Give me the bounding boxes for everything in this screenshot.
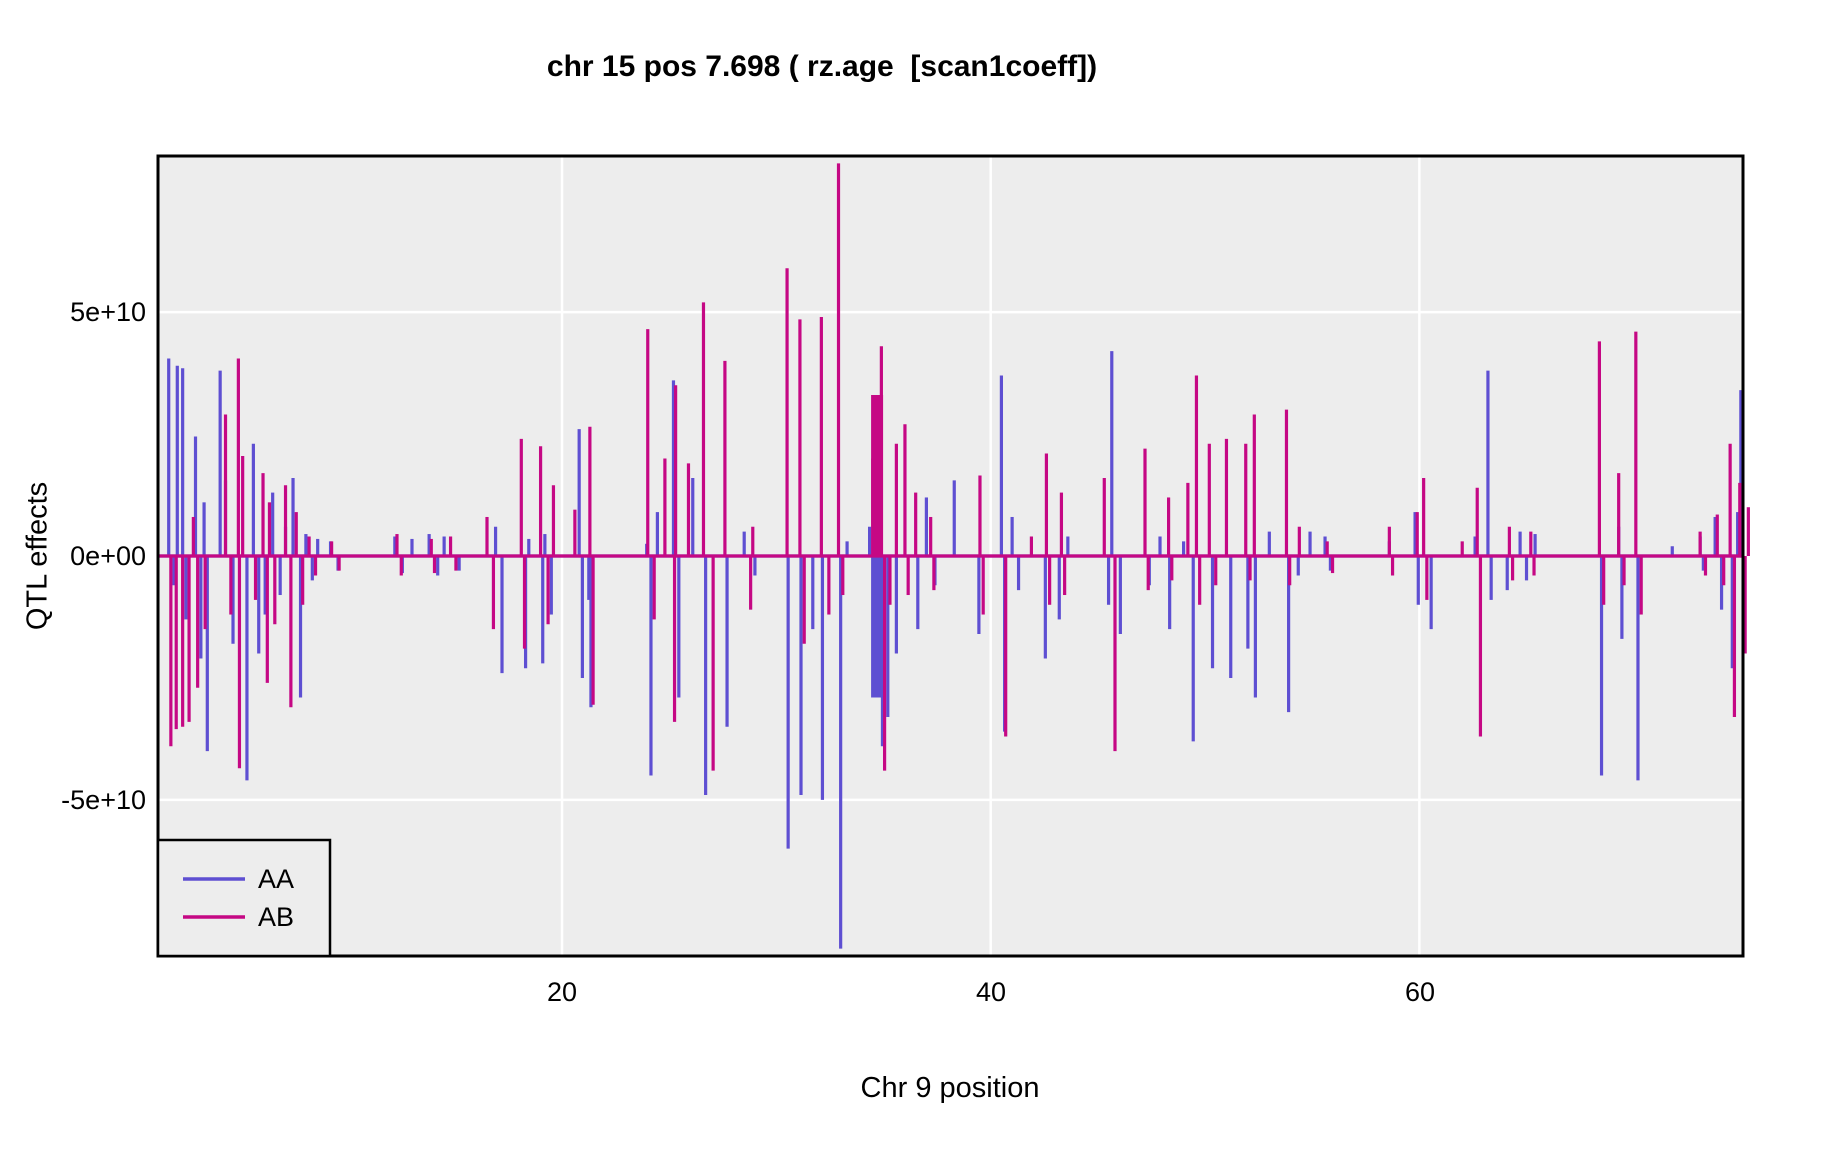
- y-tick-5e10: 5e+10: [70, 297, 146, 327]
- chart-title: chr 15 pos 7.698 ( rz.age [scan1coeff]): [546, 50, 1098, 83]
- y-tick-0: 0e+00: [70, 541, 146, 571]
- x-tick-40: 40: [975, 977, 1007, 1007]
- x-tick-20: 20: [546, 977, 578, 1007]
- legend-label-ab: AB: [258, 902, 295, 932]
- legend-label-aa: AA: [258, 864, 295, 894]
- x-tick-60: 60: [1404, 977, 1436, 1007]
- x-axis-label: Chr 9 position: [860, 1072, 1040, 1104]
- panel-border: [156, 154, 1745, 958]
- y-tick-neg5e10: -5e+10: [61, 785, 146, 815]
- legend-box: [156, 838, 332, 958]
